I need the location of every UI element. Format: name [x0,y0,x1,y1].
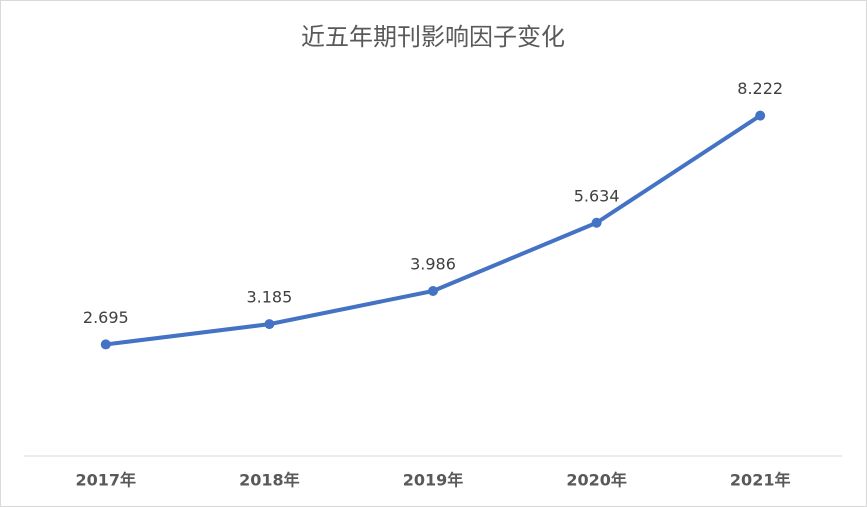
x-tick-label: 2017年 [76,471,137,490]
x-tick-label: 2020年 [566,471,627,490]
data-point [755,110,766,121]
data-label: 5.634 [574,186,620,205]
chart-title: 近五年期刊影响因子变化 [301,23,565,51]
data-point [428,285,438,296]
x-tick-label: 2018年 [239,471,300,490]
data-label: 3.185 [246,288,292,307]
data-label: 3.986 [410,254,456,273]
data-label: 2.695 [83,308,129,327]
data-point [591,217,602,228]
x-tick-label: 2021年 [730,471,791,490]
data-point [100,339,111,350]
data-point [264,319,275,330]
data-label: 8.222 [737,79,783,98]
x-tick-label: 2019年 [403,471,464,490]
